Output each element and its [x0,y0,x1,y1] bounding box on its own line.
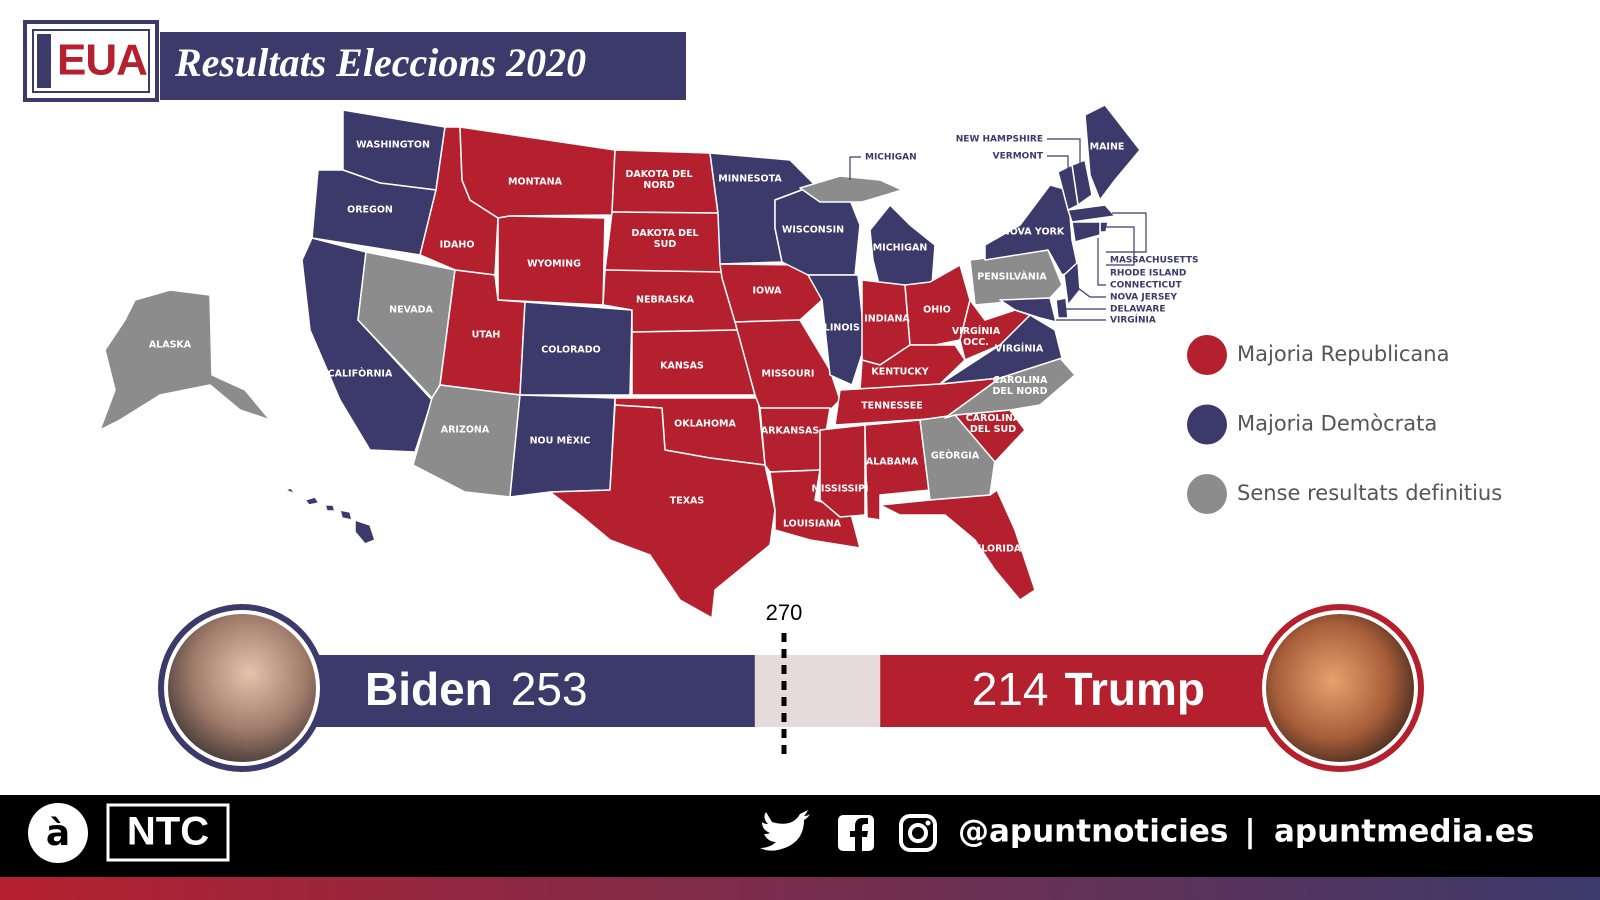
instagram-icon[interactable] [899,814,937,852]
candidate-photos [158,604,1424,772]
electoral-bar: 270 Biden 253 214 Trump [240,600,1268,758]
footer: à NTC @apuntnoticies | apuntmedia.es [0,795,1600,900]
footer-stripe [0,877,1600,900]
title: Resultats Eleccions 2020 [174,40,586,85]
photo-biden [168,614,316,762]
state [869,204,936,289]
candidate-name: Biden [365,663,493,715]
state [984,184,1079,276]
callout-label: CONNECTICUT [1110,281,1182,291]
callout-label: DELAWARE [1110,305,1165,315]
footer-logo: à [46,813,70,854]
state [631,329,756,396]
brand-box [106,803,230,862]
state [819,424,866,518]
state [879,489,1036,601]
legend-swatch [1187,404,1227,445]
callout-label: RHODE ISLAND [1110,269,1186,279]
logo-circle [28,803,88,863]
photo-trump [1266,614,1414,762]
leader-line [1047,138,1081,175]
leader-line [1097,238,1106,286]
header: EUA Resultats Eleccions 2020 [23,20,686,102]
state [734,319,841,411]
leader-line [1047,155,1069,185]
callouts: MICHIGAN NEW HAMPSHIRE VERMONT MASSACHUSETT… [849,135,1199,326]
footer-separator: | [1244,814,1255,850]
legend: Majoria Republicana Majoria Demòcrata Sens… [1187,335,1502,514]
instagram-dot [925,820,931,826]
legend-label: Majoria Demòcrata [1237,412,1437,436]
candidate-name: Trump [1064,663,1205,715]
state [969,249,1063,306]
leader-line [1077,287,1106,298]
state [799,175,903,203]
state [807,274,866,386]
state [519,301,633,396]
legend-swatch [1187,335,1227,375]
state [549,404,776,619]
facebook-glyph [850,818,868,851]
bar [880,655,1268,727]
footer-brand: NTC [127,810,209,854]
legend-swatch [1187,474,1227,514]
state [1071,221,1101,243]
logo-text: EUA [57,36,147,85]
callout-label: MASSACHUSETTS [1110,256,1199,266]
candidate-votes: 214 [972,663,1049,715]
state [99,289,271,431]
state [1057,164,1079,211]
state [459,126,616,219]
state [769,469,861,549]
footer-handle[interactable]: @apuntnoticies [958,814,1228,850]
callout-label: VIRGÍNIA [1110,314,1156,326]
state [1084,104,1141,201]
callout-label: VERMONT [993,152,1044,162]
state [604,211,723,279]
callout-label: NOVA JERSEY [1110,293,1177,303]
candidate-label: Biden 253 [365,663,588,715]
leader-line [1106,212,1147,253]
twitter-icon[interactable] [760,810,810,851]
logo-inner [32,29,150,93]
map [99,104,1141,619]
state [1055,297,1069,319]
instagram-lens [908,823,928,843]
state [1067,204,1116,223]
logo-stars-band [37,34,51,88]
state [497,215,606,306]
title-box [160,32,686,100]
state [611,149,719,214]
legend-label: Sense resultats definitius [1237,481,1502,505]
state [999,297,1057,323]
leader-line [1106,226,1135,266]
footer-site[interactable]: apuntmedia.es [1274,814,1534,850]
callout-label: MICHIGAN [865,153,917,163]
legend-label: Majoria Republicana [1237,342,1449,366]
candidate-label: 214 Trump [972,663,1205,715]
threshold-label: 270 [766,600,803,625]
state [284,487,376,545]
candidate-votes: 253 [511,663,588,715]
leader-line [849,156,861,180]
state [509,394,616,498]
callout-label: NEW HAMPSHIRE [956,135,1043,145]
